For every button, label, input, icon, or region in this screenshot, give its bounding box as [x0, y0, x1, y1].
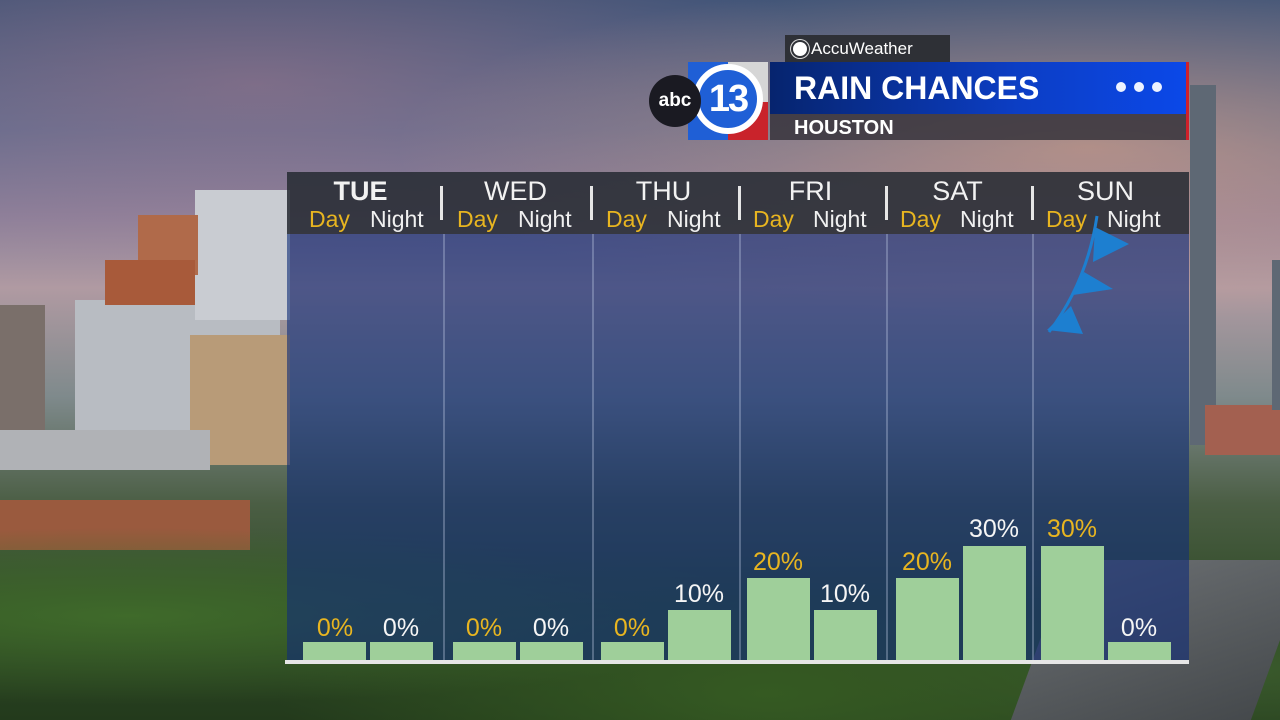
bar-sat-night	[963, 546, 1026, 660]
day-column-wed: WED Day Night	[442, 172, 589, 234]
day-name: SUN	[1076, 176, 1134, 206]
value-thu-day: 0%	[613, 614, 651, 642]
accuweather-badge: AccuWeather	[785, 35, 950, 62]
value-sat-day: 20%	[901, 548, 953, 576]
day-separator	[590, 186, 593, 220]
value-wed-night: 0%	[532, 614, 570, 642]
night-label: Night	[667, 206, 721, 232]
day-column-sun: SUN Day Night	[1032, 172, 1179, 234]
value-sat-night: 30%	[968, 515, 1020, 543]
page-title: RAIN CHANCES	[794, 70, 1040, 106]
day-separator	[1031, 186, 1034, 220]
value-sun-day: 30%	[1046, 515, 1098, 543]
bar-sun-night	[1108, 642, 1171, 660]
day-label: Day	[457, 206, 498, 232]
day-name: TUE	[333, 176, 388, 206]
day-name: SAT	[932, 176, 983, 206]
bar-fri-night	[814, 610, 877, 660]
value-tue-night: 0%	[382, 614, 420, 642]
night-label: Night	[370, 206, 424, 232]
value-fri-night: 10%	[819, 580, 871, 608]
day-name: THU	[635, 176, 692, 206]
day-column-thu: THU Day Night	[590, 172, 737, 234]
night-label: Night	[518, 206, 572, 232]
day-column-sat: SAT Day Night	[884, 172, 1031, 234]
day-label: Day	[606, 206, 647, 232]
grid-divider	[592, 234, 594, 660]
value-fri-day: 20%	[752, 548, 804, 576]
value-wed-day: 0%	[465, 614, 503, 642]
grid-divider	[1032, 234, 1034, 660]
bar-tue-night	[370, 642, 433, 660]
channel-number: 13	[708, 77, 749, 120]
building	[1272, 260, 1280, 410]
day-label: Day	[1046, 206, 1087, 232]
abc-logo: abc	[649, 75, 701, 127]
bar-sat-day	[896, 578, 959, 660]
day-name: FRI	[788, 176, 833, 206]
chart-area	[287, 234, 1189, 662]
building	[1190, 85, 1216, 445]
day-column-fri: FRI Day Night	[737, 172, 884, 234]
night-label: Night	[813, 206, 867, 232]
night-label: Night	[960, 206, 1014, 232]
night-label: Night	[1107, 206, 1161, 232]
accent-edge	[1186, 62, 1189, 140]
chart-baseline	[285, 660, 1189, 664]
bar-wed-day	[453, 642, 516, 660]
building	[195, 190, 290, 320]
day-label: Day	[309, 206, 350, 232]
bar-thu-night	[668, 610, 731, 660]
rain-chance-chart: TUE Day Night WED Day Night THU Day Nigh…	[285, 172, 1189, 664]
day-separator	[738, 186, 741, 220]
bars-layer: 0% 0% 0% 0% 0% 10% 20% 10% 20% 30% 30% 0…	[287, 172, 1189, 660]
bar-tue-day	[303, 642, 366, 660]
location-label: HOUSTON	[794, 117, 894, 139]
title-bar: RAIN CHANCES	[770, 62, 1189, 140]
channel-logo: 13	[693, 64, 763, 134]
day-separator	[440, 186, 443, 220]
cold-front-icon	[1047, 215, 1129, 334]
grid-divider	[739, 234, 741, 660]
day-label: Day	[753, 206, 794, 232]
grid-divider	[443, 234, 445, 660]
day-label: Day	[900, 206, 941, 232]
building	[1205, 405, 1280, 455]
sun-icon	[793, 41, 807, 56]
day-name: WED	[484, 176, 547, 206]
grid-divider	[886, 234, 888, 660]
bar-wed-night	[520, 642, 583, 660]
value-thu-night: 10%	[673, 580, 725, 608]
bar-thu-day	[601, 642, 664, 660]
bar-fri-day	[747, 578, 810, 660]
day-separator	[885, 186, 888, 220]
building	[105, 260, 195, 305]
location-bar: HOUSTON	[770, 114, 1186, 140]
value-sun-night: 0%	[1120, 614, 1158, 642]
day-column-tue: TUE Day Night	[287, 172, 434, 234]
sponsor-label: AccuWeather	[811, 38, 913, 58]
network-name: abc	[658, 90, 692, 111]
bar-sun-day	[1041, 546, 1104, 660]
value-tue-day: 0%	[316, 614, 354, 642]
more-dots-icon	[1116, 82, 1162, 92]
